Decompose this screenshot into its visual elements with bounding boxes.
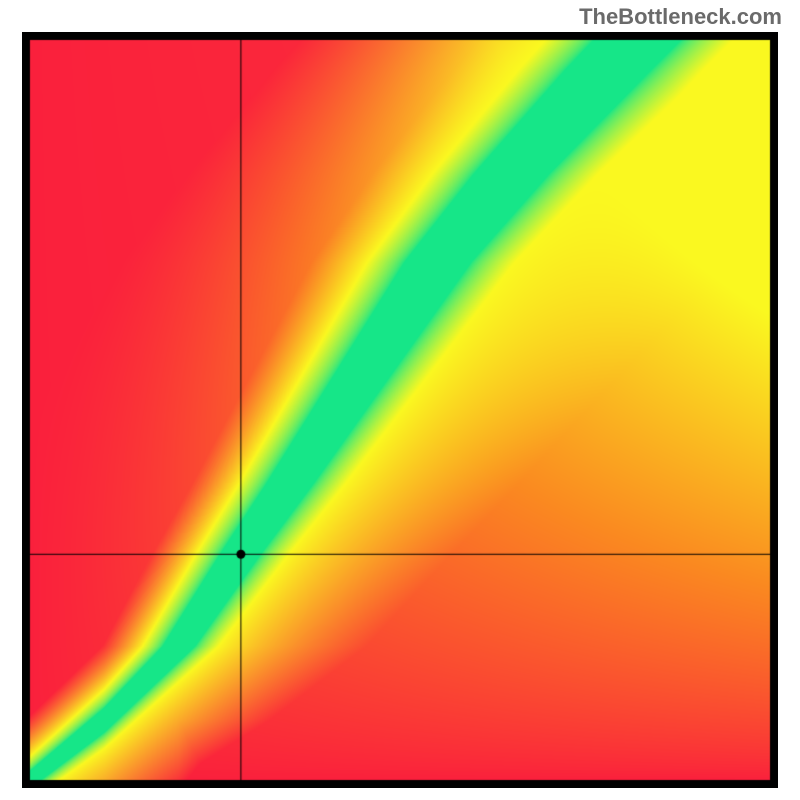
heatmap-canvas [22, 32, 778, 788]
bottleneck-heatmap [22, 32, 778, 788]
watermark: TheBottleneck.com [579, 4, 782, 30]
